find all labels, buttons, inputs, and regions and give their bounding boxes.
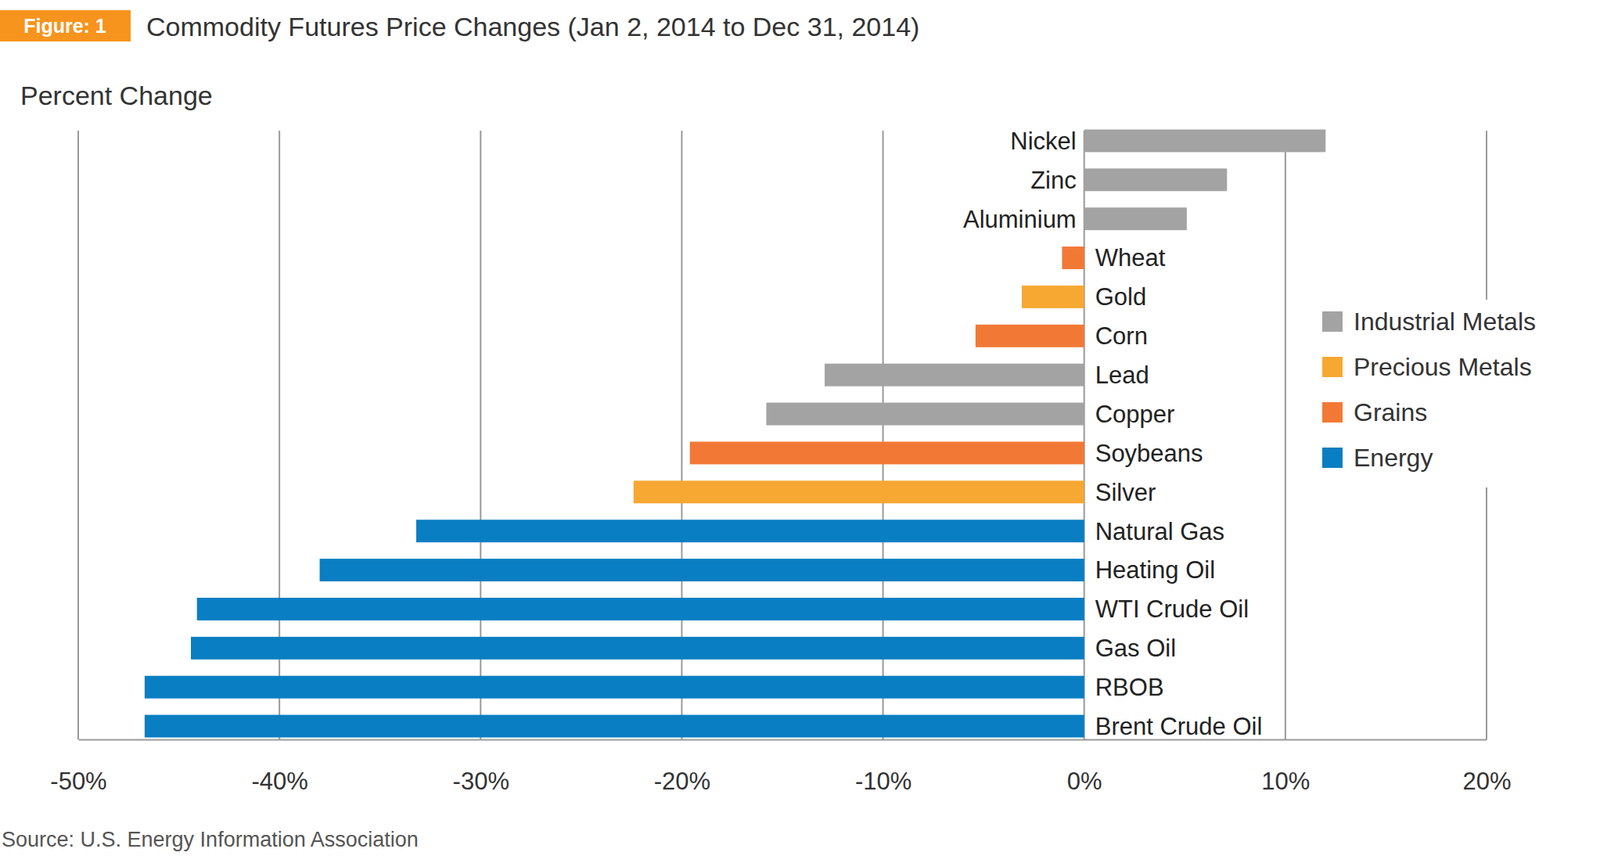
tick: -20% [654, 739, 711, 795]
tick-label: -10% [855, 767, 912, 795]
category-label: Gold [1095, 283, 1147, 311]
bar [320, 558, 1085, 582]
category-label: Lead [1095, 361, 1150, 389]
tick-label: -40% [251, 767, 308, 795]
grid-line [1284, 130, 1287, 740]
tick-label: -30% [453, 767, 510, 795]
tick-label: -50% [50, 767, 107, 795]
tick-label: -20% [654, 767, 711, 795]
source: Source: U.S. Energy Information Associat… [1, 827, 419, 852]
category-label: Heating Oil [1095, 556, 1216, 584]
figure-badge [0, 10, 131, 42]
tick-label: 10% [1261, 767, 1310, 795]
tick: -40% [251, 739, 308, 795]
grid [78, 130, 1487, 740]
legend-label: Precious Metals [1353, 352, 1532, 382]
category-label: Aluminium [963, 205, 1077, 234]
bar [190, 636, 1085, 660]
tick: 10% [1261, 739, 1310, 795]
bar [144, 675, 1085, 699]
category-label: WTI Crude Oil [1095, 595, 1249, 623]
legend-label: Industrial Metals [1353, 307, 1536, 336]
category-label: Natural Gas [1095, 517, 1225, 546]
bar [1021, 285, 1085, 309]
category-label: Zinc [1030, 166, 1077, 195]
legend-swatch [1322, 311, 1343, 332]
bar [975, 324, 1085, 348]
legend: Industrial Metals Precious Metals Grains En… [1315, 299, 1597, 488]
bar [1084, 207, 1187, 231]
category-label: Gas Oil [1095, 634, 1176, 662]
tick: -10% [855, 739, 912, 795]
bar [765, 402, 1084, 426]
title: Commodity Futures Price Changes (Jan 2, … [146, 11, 920, 42]
bar [690, 441, 1085, 464]
tick-label: 0% [1067, 767, 1103, 795]
category-label: RBOB [1095, 673, 1165, 702]
x-axis: -50% -40% -30% -20% -10% 0% 10% 20% [50, 739, 1511, 795]
category-label: Nickel [1010, 127, 1076, 155]
grid-line [77, 130, 80, 740]
axis-label: Percent Change [20, 80, 213, 111]
legend-label: Energy [1353, 443, 1433, 472]
category-label: Wheat [1095, 244, 1166, 272]
legend-swatch [1322, 402, 1343, 423]
legend-background [1315, 299, 1597, 488]
category-label: Silver [1095, 478, 1157, 507]
bar [1084, 168, 1228, 191]
category-label: Brent Crude Oil [1095, 712, 1263, 741]
legend-swatch [1322, 447, 1343, 468]
axis-line [79, 739, 1488, 741]
tick: 20% [1462, 739, 1511, 795]
bar [824, 363, 1085, 387]
tick: -50% [50, 739, 107, 795]
category-labels: Nickel Zinc Aluminium Wheat Gold Corn Lead Copp… [963, 127, 1263, 741]
category-label: Copper [1095, 400, 1176, 428]
legend-swatch [1322, 356, 1343, 378]
legend-label: Grains [1353, 398, 1428, 427]
tick-label: 20% [1462, 767, 1511, 795]
bar [1084, 129, 1327, 152]
category-label: Corn [1095, 322, 1148, 350]
chart: Figure: 1 Commodity Futures Price Changes… [0, 0, 1600, 856]
tick: -30% [453, 739, 510, 795]
tick: 0% [1067, 739, 1103, 795]
figure-label: Figure: 1 [23, 14, 107, 37]
bars [144, 129, 1326, 738]
bar [416, 519, 1085, 543]
bar [1061, 246, 1084, 270]
bar [633, 480, 1085, 504]
category-label: Soybeans [1095, 439, 1204, 468]
bar [197, 597, 1085, 621]
bar [144, 715, 1085, 738]
